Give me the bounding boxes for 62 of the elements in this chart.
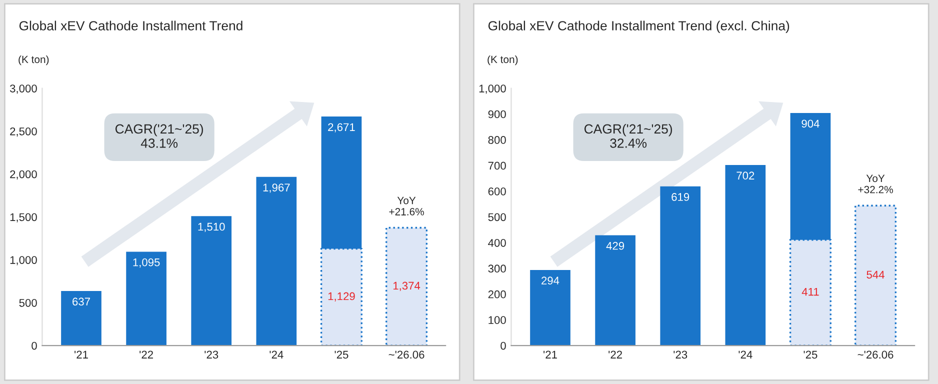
bar — [854, 204, 897, 346]
data-label: 1,129 — [328, 292, 355, 302]
y-tick-label: 0 — [32, 342, 37, 350]
bar — [660, 186, 701, 346]
data-label: 294 — [542, 276, 560, 285]
data-label: 1,374 — [393, 282, 420, 291]
bar — [725, 164, 766, 346]
y-tick-label: 400 — [488, 238, 506, 247]
y-tick-label: 500 — [19, 298, 37, 307]
y-tick-label: 500 — [488, 213, 506, 222]
annotation: YoY +21.6% — [389, 196, 424, 216]
annotation: CAGR('21~'25) 32.4% — [584, 124, 672, 148]
x-tick-label: ~'26.06 — [858, 350, 894, 359]
x-tick-label: '22 — [608, 350, 622, 359]
data-label: 637 — [72, 298, 90, 306]
data-label: 544 — [866, 270, 884, 279]
y-tick-label: 1,000 — [479, 84, 506, 94]
x-tick-label: '22 — [140, 350, 153, 359]
chart-title: Global xEV Cathode Installment Trend (excl. China) — [488, 20, 790, 34]
bar — [191, 216, 232, 346]
data-label: 429 — [606, 242, 624, 250]
bar — [386, 226, 428, 346]
data-label: 1,967 — [263, 184, 290, 193]
x-tick-label: '23 — [204, 350, 218, 359]
y-tick-label: 900 — [488, 110, 506, 118]
total-label: 904 — [802, 120, 820, 128]
y-axis-title: (K ton) — [18, 55, 49, 66]
y-tick-label: 600 — [488, 188, 506, 196]
x-tick-label: '24 — [738, 350, 752, 359]
y-tick-label: 0 — [500, 342, 506, 350]
bar — [595, 235, 636, 346]
x-tick-label: '25 — [334, 350, 348, 359]
bar — [61, 290, 102, 346]
data-label: 619 — [672, 193, 690, 201]
y-tick-label: 100 — [488, 316, 506, 324]
x-tick-label: ~'26.06 — [388, 350, 424, 359]
annotation: CAGR('21~'25) 43.1% — [115, 124, 203, 148]
x-tick-label: '23 — [674, 350, 688, 359]
data-label: 702 — [736, 172, 754, 180]
bar — [530, 270, 570, 346]
x-tick-label: '21 — [74, 350, 88, 359]
y-tick-label: 700 — [488, 162, 506, 170]
x-tick-label: '25 — [804, 350, 818, 359]
x-tick-label: '24 — [270, 350, 284, 359]
data-label: 411 — [802, 288, 819, 296]
total-label: 2,671 — [328, 123, 355, 132]
chart-title: Global xEV Cathode Installment Trend — [19, 20, 242, 30]
y-tick-label: 2,000 — [10, 170, 37, 180]
data-label: 1,095 — [133, 258, 160, 268]
data-label: 1,510 — [198, 222, 225, 232]
bar — [126, 252, 166, 346]
annotation: YoY +32.2% — [858, 174, 893, 194]
x-tick-label: '21 — [544, 350, 557, 359]
y-tick-label: 2,500 — [10, 127, 37, 137]
y-tick-label: 3,000 — [10, 84, 37, 94]
bar — [256, 176, 297, 346]
y-tick-label: 300 — [488, 264, 506, 273]
y-tick-label: 800 — [488, 136, 506, 144]
y-axis-title: (K ton) — [488, 55, 518, 66]
y-tick-label: 200 — [488, 290, 506, 298]
y-tick-label: 1,500 — [10, 213, 37, 222]
y-tick-label: 1,000 — [10, 256, 37, 266]
